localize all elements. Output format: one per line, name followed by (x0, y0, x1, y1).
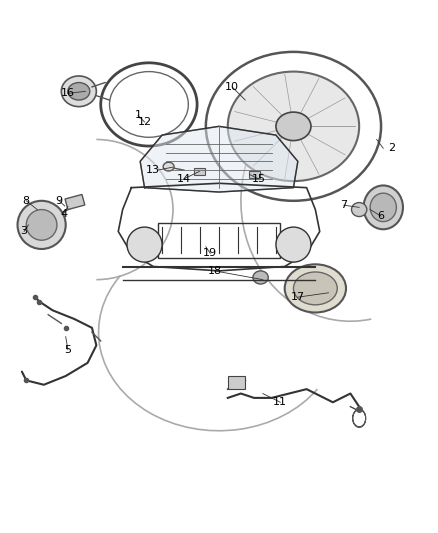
Text: 2: 2 (389, 143, 396, 154)
Ellipse shape (228, 71, 359, 181)
Bar (158, 223, 280, 258)
Text: 9: 9 (56, 196, 63, 206)
Ellipse shape (285, 264, 346, 312)
Text: 19: 19 (203, 248, 217, 259)
Circle shape (18, 201, 66, 249)
Text: 5: 5 (64, 345, 71, 355)
Text: 1: 1 (134, 110, 141, 120)
Text: 13: 13 (146, 165, 160, 175)
Ellipse shape (293, 272, 337, 305)
Ellipse shape (253, 271, 268, 284)
Text: 8: 8 (23, 196, 30, 206)
Circle shape (26, 209, 57, 240)
Ellipse shape (163, 162, 174, 171)
Ellipse shape (370, 193, 396, 222)
Text: 14: 14 (177, 174, 191, 184)
Text: 11: 11 (273, 397, 287, 407)
Ellipse shape (68, 83, 90, 100)
Text: 10: 10 (225, 82, 239, 92)
Bar (65, 195, 85, 209)
Text: 16: 16 (61, 88, 75, 99)
Ellipse shape (351, 203, 367, 216)
Bar (228, 376, 245, 389)
Text: 4: 4 (60, 209, 67, 219)
Text: 15: 15 (251, 174, 265, 184)
Ellipse shape (364, 185, 403, 229)
Ellipse shape (61, 76, 96, 107)
Text: 17: 17 (291, 292, 305, 302)
Circle shape (276, 227, 311, 262)
Circle shape (127, 227, 162, 262)
Text: 6: 6 (378, 211, 385, 221)
Ellipse shape (276, 112, 311, 141)
Bar (194, 168, 205, 175)
Polygon shape (140, 126, 298, 192)
Text: 12: 12 (138, 117, 152, 127)
Bar (249, 171, 260, 178)
Text: 7: 7 (340, 200, 347, 210)
Text: 3: 3 (21, 227, 28, 237)
Text: 18: 18 (208, 266, 222, 276)
